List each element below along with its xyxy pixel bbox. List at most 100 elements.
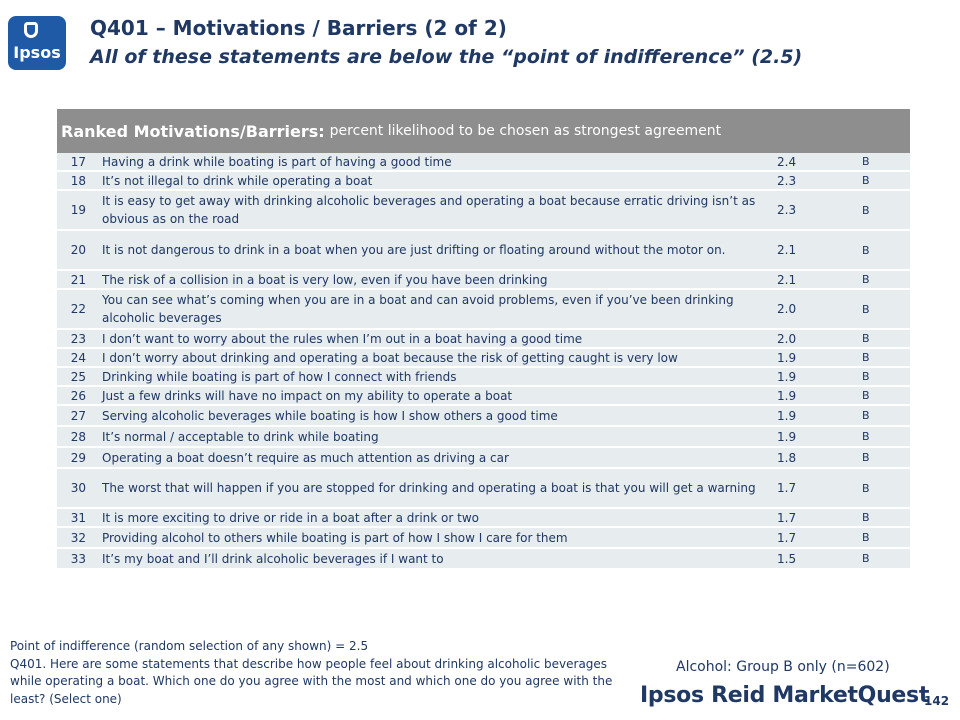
table-row: 17 Having a drink while boating is part o… — [57, 153, 910, 172]
table-body: 17 Having a drink while boating is part o… — [57, 153, 910, 570]
row-rank: 18 — [70, 173, 86, 188]
row-rank: 31 — [70, 510, 86, 525]
table-row: 22 You can see what’s coming when you are… — [57, 290, 910, 330]
row-score: 2.0 — [777, 331, 797, 346]
row-rank: 23 — [70, 331, 86, 346]
row-group: B — [862, 389, 870, 402]
table-row: 18 It’s not illegal to drink while operat… — [57, 172, 910, 191]
row-statement: Having a drink while boating is part of … — [102, 154, 452, 169]
row-group: B — [862, 531, 870, 544]
row-rank: 20 — [70, 243, 86, 257]
row-group: B — [862, 174, 870, 187]
row-statement: Serving alcoholic beverages while boatin… — [102, 408, 558, 423]
row-rank: 26 — [70, 388, 86, 403]
table-row: 28 It’s normal / acceptable to drink whil… — [57, 427, 910, 448]
row-rank: 25 — [70, 369, 86, 384]
row-score: 2.0 — [777, 302, 797, 316]
row-group: B — [862, 430, 870, 443]
row-score: 1.9 — [777, 408, 797, 423]
page-subtitle: All of these statements are below the “p… — [90, 46, 803, 68]
row-rank: 27 — [70, 408, 86, 423]
row-rank: 33 — [70, 551, 86, 566]
row-group: B — [862, 273, 870, 286]
row-statement: I don’t worry about drinking and operati… — [102, 350, 678, 365]
row-statement: It is more exciting to drive or ride in … — [102, 510, 479, 525]
table-header-title: Ranked Motivations/Barriers: — [61, 121, 325, 141]
logo-mark-icon — [24, 22, 38, 38]
table-row: 31 It is more exciting to drive or ride i… — [57, 509, 910, 528]
row-score: 2.1 — [777, 243, 797, 257]
row-statement: It’s my boat and I’ll drink alcoholic be… — [102, 551, 444, 566]
ipsos-logo: Ipsos — [8, 16, 66, 70]
row-statement: Drinking while boating is part of how I … — [102, 369, 457, 384]
table-row: 20 It is not dangerous to drink in a boat… — [57, 231, 910, 271]
table-header-description: percent likelihood to be chosen as stron… — [329, 123, 722, 139]
table-row: 19 It is easy to get away with drinking a… — [57, 191, 910, 231]
row-rank: 28 — [70, 429, 86, 444]
row-score: 1.7 — [777, 530, 797, 545]
row-group: B — [862, 511, 870, 524]
table-row: 25 Drinking while boating is part of how … — [57, 368, 910, 387]
footnote-indifference: Point of indifference (random selection … — [10, 639, 369, 653]
table-row: 24 I don’t worry about drinking and opera… — [57, 349, 910, 368]
row-score: 1.5 — [777, 551, 797, 566]
row-rank: 29 — [70, 450, 86, 465]
row-rank: 21 — [70, 272, 86, 287]
row-group: B — [862, 409, 870, 422]
table-row: 26 Just a few drinks will have no impact … — [57, 387, 910, 406]
row-group: B — [862, 370, 870, 383]
row-group: B — [862, 451, 870, 464]
row-score: 2.3 — [777, 203, 797, 217]
sample-base: Alcohol: Group B only (n=602) — [676, 659, 890, 675]
row-score: 2.1 — [777, 272, 797, 287]
row-statement: It is easy to get away with drinking alc… — [102, 194, 756, 226]
page-number: 142 — [924, 694, 950, 708]
table-header: Ranked Motivations/Barriers: percent lik… — [57, 109, 910, 153]
row-group: B — [862, 155, 870, 168]
row-statement: It is not dangerous to drink in a boat w… — [102, 243, 726, 257]
row-score: 1.9 — [777, 350, 797, 365]
row-statement: It’s normal / acceptable to drink while … — [102, 429, 379, 444]
row-rank: 19 — [70, 203, 86, 217]
row-score: 1.8 — [777, 450, 797, 465]
row-statement: Just a few drinks will have no impact on… — [102, 388, 513, 403]
row-statement: You can see what’s coming when you are i… — [102, 293, 734, 325]
row-group: B — [862, 302, 870, 316]
row-group: B — [862, 481, 870, 495]
row-rank: 22 — [70, 302, 86, 316]
row-group: B — [862, 332, 870, 345]
row-group: B — [862, 203, 870, 217]
row-rank: 24 — [70, 350, 86, 365]
table-row: 33 It’s my boat and I’ll drink alcoholic … — [57, 549, 910, 570]
row-score: 1.7 — [777, 481, 797, 495]
row-score: 1.9 — [777, 429, 797, 444]
row-rank: 30 — [70, 481, 86, 495]
row-score: 2.4 — [777, 154, 797, 169]
ranking-table: Ranked Motivations/Barriers: percent lik… — [57, 109, 910, 570]
row-statement: It’s not illegal to drink while operatin… — [102, 173, 373, 188]
footnote: Point of indifference (random selection … — [10, 638, 620, 708]
row-group: B — [862, 552, 870, 565]
row-statement: I don’t want to worry about the rules wh… — [102, 331, 583, 346]
table-row: 21 The risk of a collision in a boat is v… — [57, 271, 910, 290]
brand-logo: Ipsos Reid MarketQuest — [640, 683, 930, 708]
footnote-question: Q401. Here are some statements that desc… — [10, 656, 613, 706]
table-row: 29 Operating a boat doesn’t require as mu… — [57, 448, 910, 469]
row-score: 2.3 — [777, 173, 797, 188]
table-row: 23 I don’t want to worry about the rules … — [57, 330, 910, 349]
logo-text: Ipsos — [13, 43, 61, 62]
row-group: B — [862, 351, 870, 364]
row-statement: Operating a boat doesn’t require as much… — [102, 450, 509, 465]
row-group: B — [862, 243, 870, 257]
table-row: 32 Providing alcohol to others while boat… — [57, 528, 910, 549]
row-score: 1.9 — [777, 369, 797, 384]
row-rank: 32 — [70, 530, 86, 545]
row-score: 1.9 — [777, 388, 797, 403]
table-row: 27 Serving alcoholic beverages while boat… — [57, 406, 910, 427]
row-statement: The worst that will happen if you are st… — [102, 481, 756, 495]
row-statement: Providing alcohol to others while boatin… — [102, 530, 568, 545]
table-row: 30 The worst that will happen if you are … — [57, 469, 910, 509]
row-rank: 17 — [70, 154, 86, 169]
page-title: Q401 – Motivations / Barriers (2 of 2) — [90, 16, 507, 40]
row-score: 1.7 — [777, 510, 797, 525]
